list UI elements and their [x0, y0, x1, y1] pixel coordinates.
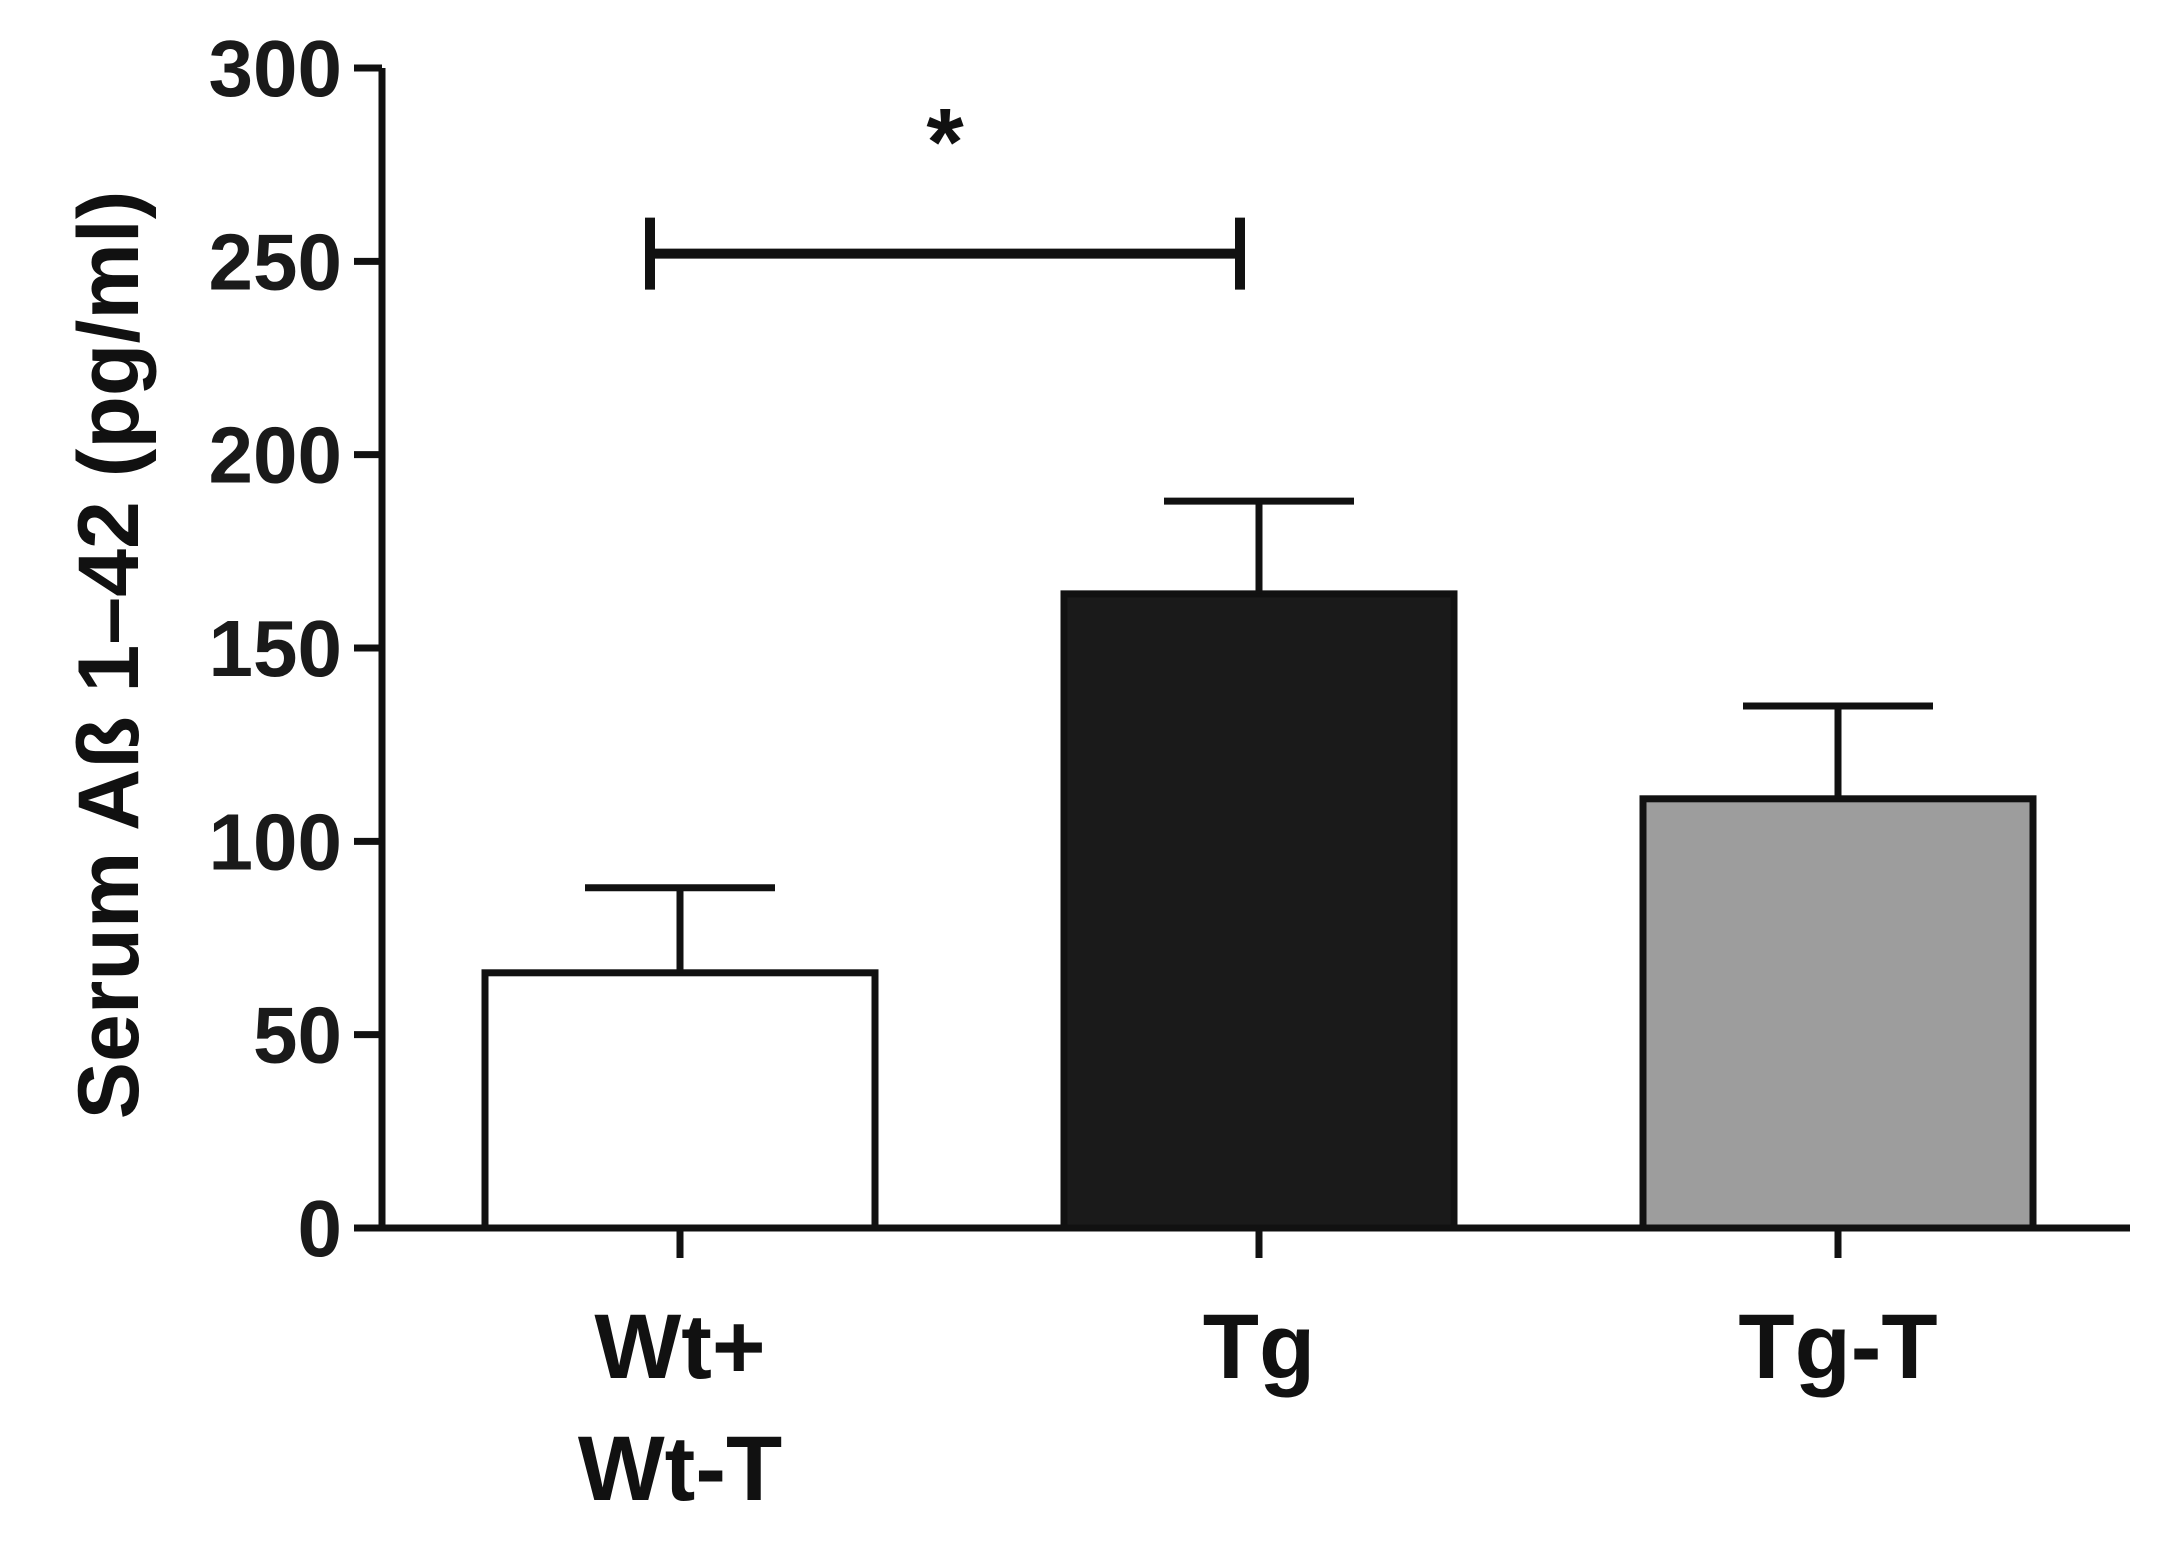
bar-0 — [481, 969, 879, 1232]
axes — [378, 68, 2130, 1258]
sig-star-0: * — [926, 89, 964, 196]
x-label-1-line-0: Tg — [1203, 1296, 1315, 1398]
significance-annotations: * — [645, 89, 1245, 290]
bars — [481, 590, 2037, 1232]
x-label-2-line-0: Tg-T — [1738, 1296, 1937, 1398]
y-axis-title: Serum Aß 1–42 (pg/ml) — [61, 191, 157, 1120]
y-tick-label-0: 0 — [298, 1184, 343, 1273]
bar-1 — [1060, 590, 1458, 1232]
bar-2 — [1639, 795, 2037, 1232]
y-tick-label-250: 250 — [209, 217, 342, 306]
y-tick-label-50: 50 — [253, 991, 342, 1080]
y-tick-label-100: 100 — [209, 797, 342, 886]
y-tick-label-200: 200 — [209, 411, 342, 500]
x-axis-labels: Wt+ Wt-T Tg Tg-T — [578, 1296, 1938, 1520]
x-label-0-line-1: Wt-T — [578, 1418, 782, 1520]
y-axis-ticks: 0 50 100 150 200 250 300 — [209, 24, 382, 1273]
y-tick-label-150: 150 — [209, 604, 342, 693]
x-label-0-line-0: Wt+ — [594, 1296, 765, 1398]
error-bars — [585, 497, 1933, 973]
y-tick-label-300: 300 — [209, 24, 342, 113]
